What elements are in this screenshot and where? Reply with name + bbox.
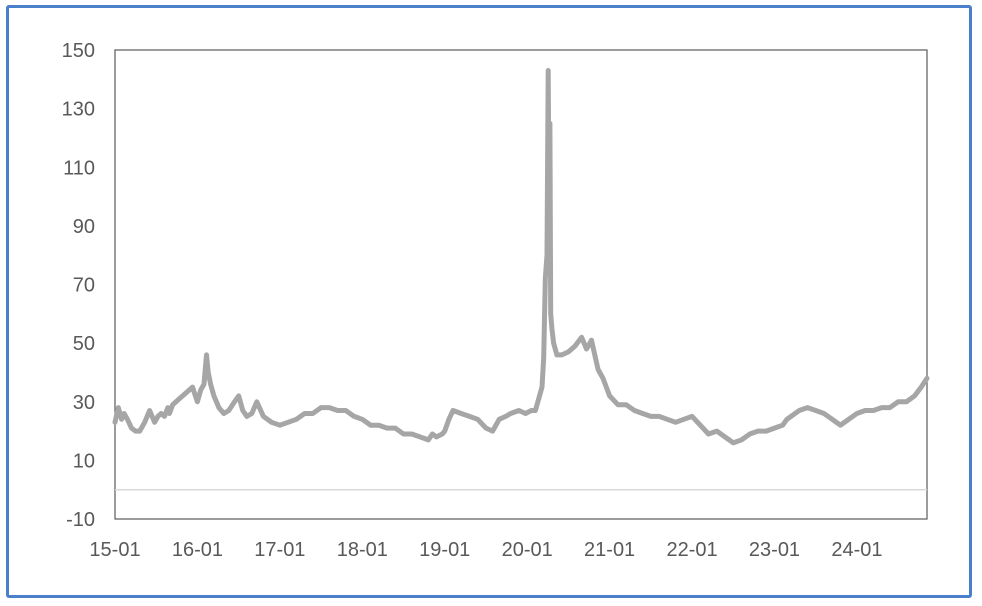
- x-tick-label: 22-01: [666, 539, 717, 561]
- x-tick-label: 23-01: [749, 539, 800, 561]
- x-tick-label: 15-01: [89, 539, 140, 561]
- y-tick-label: 30: [73, 392, 95, 414]
- y-tick-label: 50: [73, 333, 95, 355]
- x-tick-label: 19-01: [419, 539, 470, 561]
- y-tick-label: 150: [62, 40, 95, 62]
- y-tick-label: 90: [73, 216, 95, 238]
- plot-area: [114, 49, 928, 520]
- x-tick-label: 18-01: [337, 539, 388, 561]
- y-tick-label: 10: [73, 450, 95, 472]
- x-tick-label: 17-01: [254, 539, 305, 561]
- x-tick-label: 24-01: [831, 539, 882, 561]
- y-tick-label: 70: [73, 275, 95, 297]
- y-tick-label: 130: [62, 99, 95, 121]
- y-tick-label: -10: [66, 509, 95, 531]
- y-tick-label: 110: [63, 157, 95, 179]
- series-line-0: [112, 68, 930, 446]
- x-tick-label: 20-01: [502, 539, 553, 561]
- x-tick-label: 21-01: [584, 539, 635, 561]
- x-tick-label: 16-01: [172, 539, 223, 561]
